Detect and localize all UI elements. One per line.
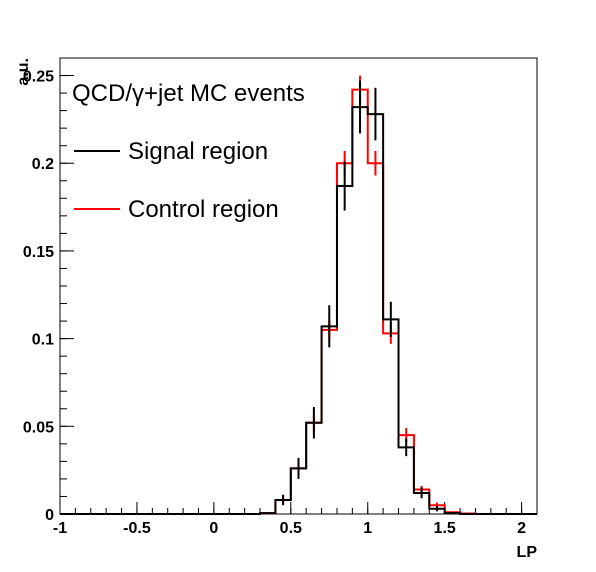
y-tick-label: 0.25 — [23, 69, 54, 86]
y-tick-label: 0.2 — [32, 156, 54, 173]
y-tick-label: 0 — [45, 507, 54, 524]
y-axis-title: a.u. — [15, 58, 32, 86]
series-signal — [60, 80, 537, 515]
x-axis-title: LP — [517, 544, 538, 561]
series-layer — [60, 75, 537, 515]
plot-frame — [59, 57, 538, 515]
x-tick-labels: -1 -0.5 0 0.5 1 1.5 2 — [53, 520, 526, 537]
x-tick-label: -1 — [53, 520, 67, 537]
x-tick-label: 2 — [517, 520, 526, 537]
y-tick-label: 0.15 — [23, 244, 54, 261]
x-tick-label: -0.5 — [123, 520, 151, 537]
x-tick-label: 0.5 — [280, 520, 302, 537]
y-tick-label: 0.05 — [23, 419, 54, 436]
legend-label-control: Control region — [128, 196, 279, 223]
legend-label-signal: Signal region — [128, 138, 268, 165]
x-tick-label: 1 — [363, 520, 372, 537]
x-tick-label: 0 — [209, 520, 218, 537]
y-tick-label: 0.1 — [32, 332, 54, 349]
legend: QCD/γ+jet MC events Signal region Contro… — [72, 80, 305, 223]
x-tick-label: 1.5 — [434, 520, 456, 537]
legend-header: QCD/γ+jet MC events — [72, 80, 305, 107]
y-tick-labels: 0 0.05 0.1 0.15 0.2 0.25 — [23, 69, 54, 524]
